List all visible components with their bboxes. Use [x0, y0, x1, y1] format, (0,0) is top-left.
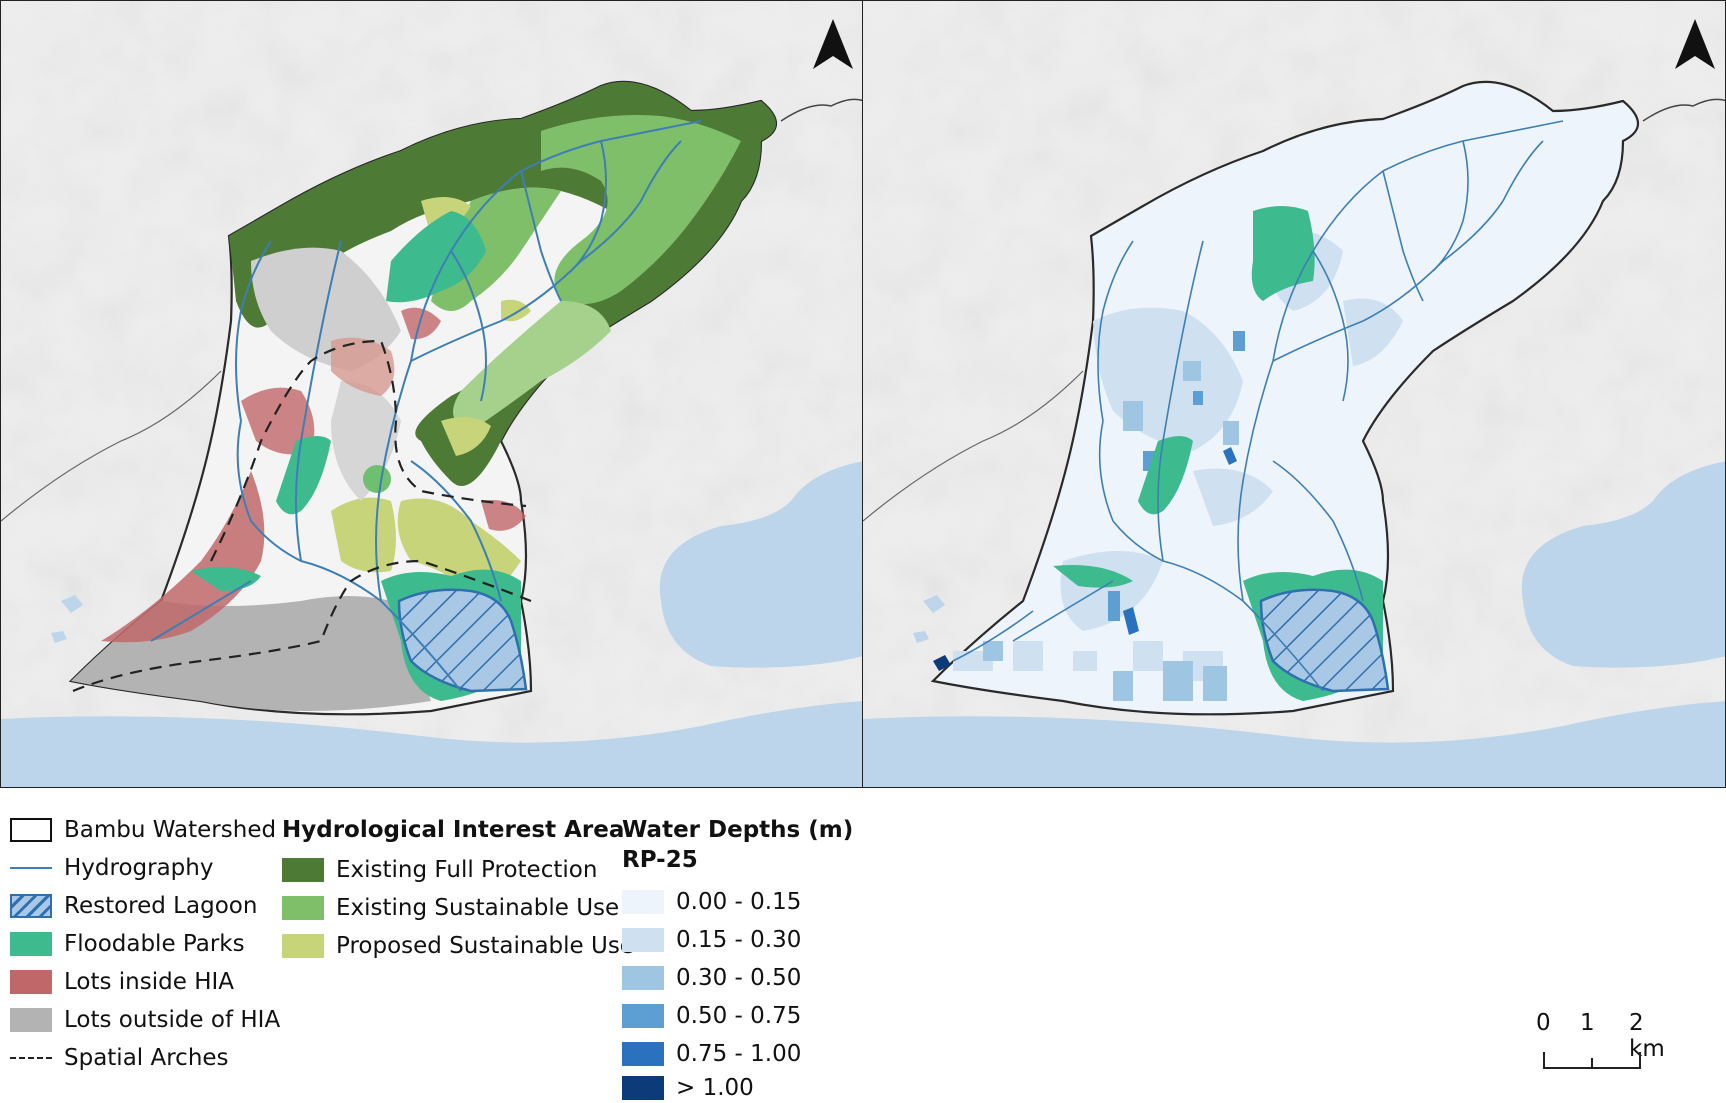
- legend-label: 0.30 - 0.50: [676, 965, 802, 991]
- land-use-map: [1, 1, 862, 787]
- bay: [1521, 461, 1725, 668]
- legend-label: > 1.00: [676, 1075, 754, 1101]
- watershed-symbol: [10, 818, 52, 842]
- map-panel-water-depths[interactable]: [862, 0, 1726, 788]
- scale-label-1: 1: [1580, 1010, 1595, 1036]
- legend-label: Restored Lagoon: [64, 893, 258, 919]
- legend-title-hia: Hydrological Interest Area: [282, 817, 625, 843]
- legend-label: 0.50 - 0.75: [676, 1003, 802, 1029]
- arches-symbol: [10, 1046, 52, 1070]
- proposed-sustainable-symbol: [282, 934, 324, 958]
- depth-symbol: [622, 966, 664, 990]
- scale-label-2: 2 km: [1629, 1010, 1665, 1062]
- lots-outside-symbol: [10, 1008, 52, 1032]
- legend-label: Lots inside HIA: [64, 969, 235, 995]
- water-depths-map: [863, 1, 1725, 787]
- full-protection-symbol: [282, 858, 324, 882]
- bambu-watershed[interactable]: [68, 80, 778, 716]
- restored-lagoon[interactable]: [1259, 588, 1390, 693]
- sea: [863, 701, 1725, 787]
- map-panel-land-use[interactable]: [0, 0, 863, 788]
- spatial-arches: [72, 339, 532, 693]
- legend-title-depths: Water Depths (m): [622, 817, 854, 843]
- hydrography-symbol: [10, 856, 52, 880]
- legend-label: Existing Full Protection: [336, 857, 598, 883]
- scale-label-0: 0: [1536, 1010, 1551, 1036]
- scale-bar: 0 1 2 km: [1536, 1010, 1686, 1080]
- restored-lagoon[interactable]: [397, 588, 528, 693]
- legend-label: Bambu Watershed: [64, 817, 277, 843]
- depth-symbol: [622, 1076, 664, 1100]
- lots-inside-symbol: [10, 970, 52, 994]
- depth-symbol: [622, 928, 664, 952]
- hydrography-network: [150, 120, 702, 692]
- parks-symbol: [10, 932, 52, 956]
- legend-label: Floodable Parks: [64, 931, 245, 957]
- legend-label: 0.15 - 0.30: [676, 927, 802, 953]
- legend-label: Lots outside of HIA: [64, 1007, 281, 1033]
- legend-label: Proposed Sustainable Use: [336, 933, 634, 959]
- existing-sustainable-symbol: [282, 896, 324, 920]
- scale-bar-graphic: [1543, 1052, 1641, 1069]
- pond: [51, 595, 83, 643]
- legend-label: Hydrography: [64, 855, 214, 881]
- legend-label: Existing Sustainable Use: [336, 895, 620, 921]
- depth-symbol: [622, 1042, 664, 1066]
- legend-label: 0.75 - 1.00: [676, 1041, 802, 1067]
- legend-label: 0.00 - 0.15: [676, 889, 802, 915]
- north-arrow-icon: [813, 19, 853, 69]
- north-arrow-icon: [1675, 19, 1715, 69]
- legend-subtitle-rp: RP-25: [622, 847, 698, 873]
- hydrography-network: [952, 120, 1564, 692]
- sea: [1, 701, 862, 787]
- depth-symbol: [622, 1004, 664, 1028]
- legend-label: Spatial Arches: [64, 1045, 229, 1071]
- depth-symbol: [622, 890, 664, 914]
- lagoon-symbol: [10, 894, 52, 918]
- bay: [659, 461, 862, 668]
